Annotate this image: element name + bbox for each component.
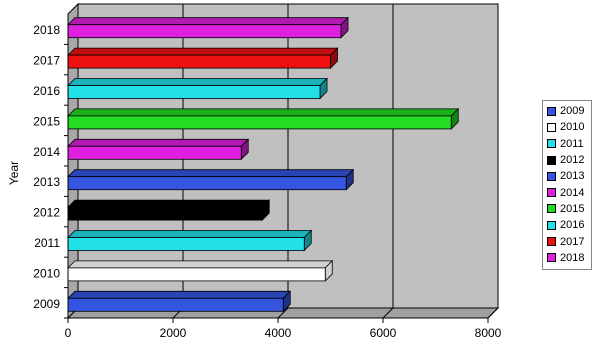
bar-front-face bbox=[67, 115, 452, 130]
bar-front-face bbox=[67, 267, 326, 282]
bar-2013 bbox=[67, 168, 355, 191]
grid-floor-line bbox=[382, 307, 394, 319]
legend-label: 2018 bbox=[560, 251, 585, 264]
x-tick-label: 2000 bbox=[160, 326, 187, 340]
legend-item-2009: 2009 bbox=[547, 103, 591, 119]
legend-label: 2011 bbox=[560, 137, 584, 150]
legend-swatch bbox=[547, 188, 556, 198]
bar-top-face bbox=[67, 47, 339, 56]
legend-label: 2010 bbox=[560, 121, 585, 134]
legend-item-2013: 2013 bbox=[547, 168, 591, 184]
bar-2009 bbox=[67, 290, 292, 313]
bar-2012 bbox=[67, 199, 271, 222]
bar-2015 bbox=[67, 107, 460, 130]
x-tick-label: 8000 bbox=[475, 326, 502, 340]
bar-front-face bbox=[67, 176, 347, 191]
bar-front-face bbox=[67, 24, 342, 39]
legend-label: 2009 bbox=[560, 105, 585, 118]
bar-front-face bbox=[67, 206, 263, 221]
bar-top-face bbox=[67, 290, 292, 299]
bar-top-face bbox=[67, 17, 349, 26]
bar-front-face bbox=[67, 145, 242, 160]
legend-item-2015: 2015 bbox=[547, 201, 591, 217]
legend-swatch bbox=[547, 122, 556, 132]
x-tick-label: 4000 bbox=[265, 326, 292, 340]
bar-front-face bbox=[67, 237, 305, 251]
grid-floor-line bbox=[277, 307, 289, 319]
legend-item-2012: 2012 bbox=[547, 152, 591, 168]
y-tick-label: 2012 bbox=[33, 206, 60, 220]
bar-top-face bbox=[67, 199, 271, 208]
legend-item-2016: 2016 bbox=[547, 217, 591, 233]
bar-top-face bbox=[67, 108, 460, 117]
y-tick-label: 2016 bbox=[33, 84, 60, 98]
bar-top-face bbox=[67, 138, 250, 147]
legend-swatch bbox=[547, 106, 556, 116]
legend-item-2017: 2017 bbox=[547, 233, 591, 249]
bar-front-face bbox=[67, 85, 321, 99]
legend-swatch bbox=[547, 155, 556, 165]
legend-swatch bbox=[547, 253, 556, 263]
legend-item-2014: 2014 bbox=[547, 184, 591, 200]
bar-top-face bbox=[67, 230, 313, 238]
legend-swatch bbox=[547, 237, 556, 247]
bar-2017 bbox=[67, 47, 339, 70]
y-axis-label: Year bbox=[7, 161, 21, 185]
legend-item-2011: 2011 bbox=[547, 136, 591, 152]
y-tick-label: 2018 bbox=[33, 23, 60, 37]
y-tick-label: 2013 bbox=[33, 175, 60, 189]
bar-2011 bbox=[67, 229, 313, 252]
bars-group bbox=[67, 16, 460, 313]
legend-swatch bbox=[547, 204, 556, 214]
y-tick-label: 2015 bbox=[33, 114, 60, 128]
y-tick-labels: 2009 2010 2011 2012 2013 2014 2015 2016 2017 2018 bbox=[33, 23, 68, 319]
legend-item-2010: 2010 bbox=[547, 119, 591, 135]
x-tick-label: 6000 bbox=[370, 326, 397, 340]
legend-label: 2016 bbox=[560, 219, 585, 232]
bar-2014 bbox=[67, 138, 250, 161]
legend-swatch bbox=[547, 171, 556, 181]
legend-item-2018: 2018 bbox=[547, 250, 591, 266]
bar-front-face bbox=[67, 297, 284, 312]
bar-2016 bbox=[67, 77, 328, 100]
bar-front-face bbox=[67, 54, 331, 69]
x-tick-label: 0 bbox=[65, 326, 72, 340]
legend: 2009 2010 2011 2012 2013 2014 2015 2016 2017 2018 bbox=[542, 100, 592, 270]
y-tick-label: 2014 bbox=[33, 145, 60, 159]
bar-2018 bbox=[67, 16, 349, 39]
legend-swatch bbox=[547, 220, 556, 230]
y-tick-label: 2010 bbox=[33, 266, 60, 280]
legend-label: 2012 bbox=[560, 154, 585, 167]
bar-top-face bbox=[67, 78, 328, 86]
legend-label: 2017 bbox=[560, 235, 585, 248]
bar-top-face bbox=[67, 169, 355, 178]
bar-2010 bbox=[67, 259, 334, 282]
legend-label: 2013 bbox=[560, 170, 585, 183]
grid-floor-line bbox=[487, 307, 499, 319]
y-tick-label: 2009 bbox=[33, 297, 60, 311]
legend-swatch bbox=[547, 139, 556, 149]
bar-top-face bbox=[67, 260, 334, 269]
y-tick-label: 2017 bbox=[33, 54, 60, 68]
legend-label: 2015 bbox=[560, 202, 585, 215]
y-tick-label: 2011 bbox=[34, 236, 60, 250]
legend-label: 2014 bbox=[560, 186, 585, 199]
